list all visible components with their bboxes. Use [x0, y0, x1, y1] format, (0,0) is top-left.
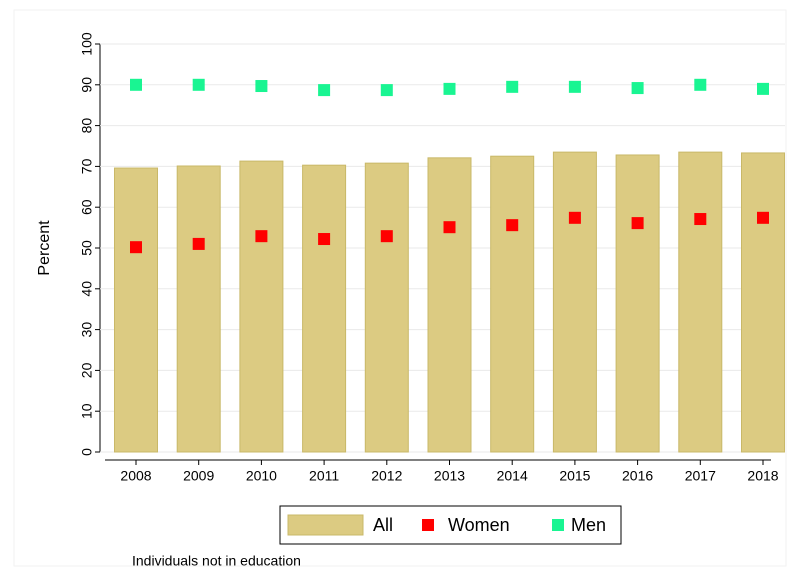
y-tick-label: 60	[79, 199, 95, 215]
y-tick-label: 90	[79, 77, 95, 93]
bar	[490, 155, 535, 453]
marker	[568, 211, 581, 224]
x-tick-label: 2017	[685, 468, 716, 484]
marker	[255, 230, 268, 243]
marker	[757, 211, 769, 224]
marker	[380, 84, 393, 97]
legend-swatch	[552, 519, 564, 531]
marker	[443, 221, 456, 234]
legend-label: Women	[448, 515, 510, 535]
y-tick-label: 30	[79, 322, 95, 338]
marker	[130, 241, 142, 254]
x-tick-label: 2011	[309, 468, 339, 484]
marker	[631, 217, 644, 230]
x-tick-label: 2014	[497, 468, 528, 484]
bar	[615, 154, 660, 453]
y-tick-label: 100	[79, 32, 95, 56]
plot-region	[13, 9, 787, 567]
legend-label: All	[373, 515, 393, 535]
x-tick-label: 2013	[434, 468, 465, 484]
y-tick-label: 10	[79, 403, 95, 419]
marker	[694, 213, 707, 226]
marker	[192, 78, 205, 91]
marker	[318, 233, 331, 246]
y-tick-label: 80	[79, 118, 95, 134]
legend-swatch	[287, 514, 364, 536]
marker	[568, 80, 581, 93]
bar	[176, 165, 221, 453]
bar	[741, 152, 785, 453]
y-tick-label: 40	[79, 281, 95, 297]
marker	[255, 80, 268, 93]
x-tick-label: 2012	[371, 468, 402, 484]
x-tick-label: 2016	[622, 468, 653, 484]
marker	[130, 78, 142, 91]
x-tick-label: 2008	[120, 468, 151, 484]
y-axis-label: Percent	[36, 220, 53, 276]
bar	[427, 157, 472, 453]
note: Individuals not in education	[132, 553, 301, 569]
y-tick-label: 0	[79, 448, 95, 456]
x-tick-label: 2009	[183, 468, 214, 484]
bar	[239, 160, 284, 453]
y-tick-label: 20	[79, 362, 95, 378]
y-tick-label: 70	[79, 158, 95, 174]
bar	[302, 164, 347, 453]
marker	[757, 82, 769, 95]
bar	[552, 151, 597, 453]
legend-label: Men	[571, 515, 606, 535]
marker	[380, 230, 393, 243]
bar	[364, 162, 409, 453]
x-tick-label: 2010	[246, 468, 277, 484]
marker	[506, 80, 519, 93]
marker	[506, 219, 519, 232]
marker	[694, 78, 707, 91]
x-tick-label: 2018	[747, 468, 778, 484]
y-tick-label: 50	[79, 240, 95, 256]
legend-swatch	[422, 519, 434, 531]
marker	[192, 237, 205, 250]
marker	[318, 84, 331, 97]
bar	[678, 151, 723, 453]
marker	[631, 82, 644, 95]
bar	[114, 167, 158, 453]
x-tick-label: 2015	[559, 468, 590, 484]
marker	[443, 82, 456, 95]
